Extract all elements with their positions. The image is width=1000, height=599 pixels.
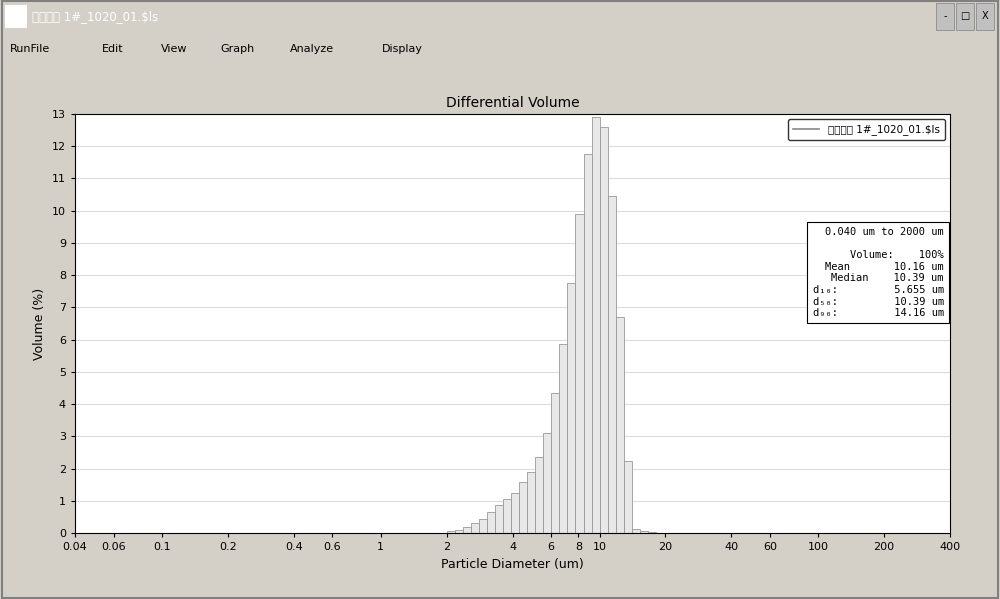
Bar: [455, 530, 463, 533]
Bar: [479, 519, 487, 533]
Y-axis label: Volume (%): Volume (%): [33, 288, 46, 359]
Bar: [559, 344, 567, 533]
Bar: [600, 127, 608, 533]
Bar: [527, 473, 535, 533]
Bar: [535, 457, 543, 533]
Text: Edit: Edit: [102, 44, 124, 55]
Text: View: View: [161, 44, 187, 55]
Bar: [511, 493, 519, 533]
Bar: [503, 499, 511, 533]
Text: 0.040 um to 2000 um

Volume:    100%
Mean       10.16 um
Median    10.39 um
d₁₀:: 0.040 um to 2000 um Volume: 100% Mean 10…: [813, 227, 944, 318]
Bar: [592, 117, 600, 533]
Bar: [616, 317, 624, 533]
Text: X: X: [982, 11, 988, 22]
Bar: [575, 214, 584, 533]
Text: 三元外样 1#_1020_01.$ls: 三元外样 1#_1020_01.$ls: [32, 10, 158, 23]
Text: -: -: [943, 11, 947, 22]
Bar: [624, 461, 632, 533]
Text: □: □: [960, 11, 970, 22]
Bar: [567, 283, 575, 533]
X-axis label: Particle Diameter (um): Particle Diameter (um): [441, 558, 584, 571]
Bar: [543, 433, 551, 533]
Legend: 三元外样 1#_1020_01.$ls: 三元外样 1#_1020_01.$ls: [788, 119, 945, 140]
Text: RunFile: RunFile: [10, 44, 50, 55]
Text: Display: Display: [382, 44, 423, 55]
Bar: [551, 393, 559, 533]
Bar: [463, 527, 471, 533]
Bar: [5, 5, 27, 28]
Bar: [487, 512, 495, 533]
Bar: [471, 524, 479, 533]
Bar: [640, 531, 648, 533]
Bar: [495, 505, 503, 533]
Bar: [632, 530, 640, 533]
Text: Graph: Graph: [220, 44, 254, 55]
Text: Analyze: Analyze: [290, 44, 334, 55]
Title: Differential Volume: Differential Volume: [446, 96, 579, 110]
Bar: [447, 531, 455, 533]
Bar: [584, 154, 592, 533]
Bar: [936, 4, 954, 30]
Bar: [608, 196, 616, 533]
Bar: [956, 4, 974, 30]
Bar: [976, 4, 994, 30]
Bar: [519, 482, 527, 533]
